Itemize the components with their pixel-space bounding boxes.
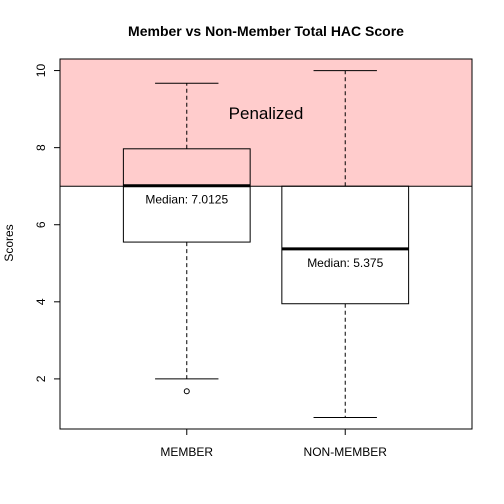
axes-layer xyxy=(54,58,473,435)
shade-layer xyxy=(60,59,472,187)
y-axis-label: Scores xyxy=(2,224,16,261)
box-member xyxy=(122,82,251,395)
chart-title: Member vs Non-Member Total HAC Score xyxy=(128,23,404,39)
penalized-label: Penalized xyxy=(229,104,304,123)
median-label-member: Median: 7.0125 xyxy=(145,193,228,207)
boxes-layer xyxy=(122,70,410,418)
y-tick-label: 10 xyxy=(34,64,48,78)
median-label-non-member: Median: 5.375 xyxy=(307,256,383,270)
plot-frame xyxy=(59,58,473,430)
box-non-member xyxy=(281,70,410,418)
y-tick-label: 2 xyxy=(34,375,48,382)
y-tick-label: 6 xyxy=(34,221,48,228)
outlier-point xyxy=(183,388,190,395)
y-tick-label: 4 xyxy=(34,298,48,305)
x-tick-label: NON-MEMBER xyxy=(304,445,388,459)
box-rect xyxy=(122,148,251,243)
y-tick-label: 8 xyxy=(34,144,48,151)
penalized-region xyxy=(60,59,472,187)
x-tick-label: MEMBER xyxy=(160,445,213,459)
box-rect xyxy=(281,185,410,305)
text-layer: Member vs Non-Member Total HAC Score Sco… xyxy=(2,23,404,459)
